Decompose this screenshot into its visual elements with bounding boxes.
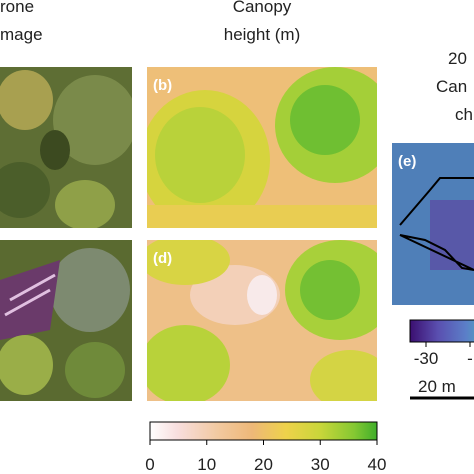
change-tick-partial: - <box>467 349 473 368</box>
header-canopy-2: height (m) <box>224 25 301 44</box>
change-colorbar <box>409 319 474 343</box>
panel-label-e: (e) <box>398 153 416 170</box>
height-tick-label: 20 <box>254 455 273 474</box>
height-colorbar <box>149 421 378 441</box>
drone-image-top <box>0 67 132 228</box>
canopy-panel-b <box>147 67 377 228</box>
header-change-3: ch <box>455 105 473 124</box>
change-tick-label: -30 <box>414 349 439 368</box>
drone-image-bottom <box>0 240 132 401</box>
header-drone-2: mage <box>0 25 43 44</box>
canopy-panel-d <box>147 240 377 401</box>
panel-label-b: (b) <box>153 77 172 94</box>
height-tick-label: 30 <box>311 455 330 474</box>
change-panel-e <box>392 143 474 305</box>
header-change-2: Can <box>436 77 467 96</box>
height-tick-label: 0 <box>145 455 154 474</box>
header-drone-1: rone <box>0 0 34 16</box>
height-tick-label: 40 <box>368 455 387 474</box>
header-change-1: 20 <box>448 49 467 68</box>
scale-bar-label: 20 m <box>418 377 456 396</box>
height-tick-label: 10 <box>197 455 216 474</box>
header-canopy-1: Canopy <box>233 0 292 16</box>
panel-label-d: (d) <box>153 250 172 267</box>
